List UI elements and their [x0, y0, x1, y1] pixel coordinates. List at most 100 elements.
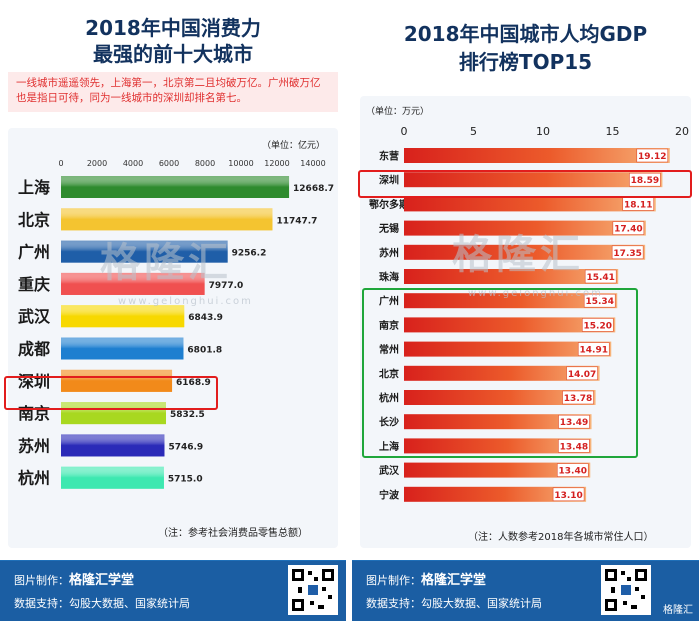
left-category-label: 武汉: [18, 307, 51, 326]
right-note: （注：人数参考2018年各城市常住人口）: [468, 532, 654, 543]
right-watermark: 格隆汇: [452, 232, 584, 278]
right-value-box: [581, 318, 614, 332]
right-value-box: [558, 439, 590, 453]
left-value-label: 5715.0: [168, 475, 203, 485]
right-bar: [404, 365, 600, 381]
right-bar: [404, 486, 587, 502]
left-highlight-shenzhen: [4, 376, 218, 410]
left-note: （注：参考社会消费品零售总额）: [158, 528, 308, 539]
right-title-line2: 排行榜TOP15: [458, 50, 593, 74]
left-x-tick-label: 0: [58, 159, 63, 168]
left-category-label: 苏州: [18, 436, 50, 455]
left-bar-shine: [61, 337, 184, 360]
right-bar: [404, 293, 618, 309]
right-bar: [404, 148, 670, 163]
right-qr-code: [601, 565, 651, 615]
left-bar-shine: [61, 208, 273, 231]
right-bar: [404, 414, 592, 430]
right-category-label: 广州: [379, 295, 399, 308]
left-title-line1: 2018年中国消费力: [85, 16, 261, 40]
right-value-box: [583, 293, 616, 308]
right-category-label: 上海: [379, 440, 399, 453]
right-bar: [404, 220, 646, 236]
left-value-label: 6843.9: [188, 313, 223, 323]
right-watermark-url: www.gelonghui.com: [468, 288, 603, 299]
left-footer-maker-label: 图片制作：: [14, 574, 69, 587]
right-value-box: [611, 245, 644, 260]
right-value-label: 15.41: [586, 273, 614, 283]
left-subtitle: 一线城市遥遥领先，上海第一，北京第二且均破万亿。广州破万亿也是指日可待，同为一线…: [8, 72, 338, 112]
qr-code-icon: [292, 569, 334, 611]
left-value-label: 6801.8: [187, 346, 222, 356]
right-x-tick-label: 0: [401, 125, 408, 138]
left-bar-shine: [61, 369, 173, 392]
right-value-label: 18.59: [631, 176, 659, 186]
right-value-label: 19.12: [638, 152, 666, 162]
right-category-label: 长沙: [379, 416, 399, 429]
right-x-tick-label: 15: [606, 125, 620, 138]
right-corner-mark: 格隆汇: [663, 605, 693, 616]
left-title-line2: 最强的前十大城市: [93, 42, 253, 66]
right-category-label: 杭州: [379, 392, 399, 405]
right-x-tick-label: 20: [675, 125, 689, 138]
right-x-tick-label: 10: [536, 125, 550, 138]
right-chart-svg: 0 5 10 15 20 东营 19.12 深圳 18.59 鄂尔多斯 18.11 无锡 17.40 苏州…: [369, 125, 689, 502]
right-bar: [404, 244, 646, 260]
right-value-box: [558, 414, 590, 429]
left-footer-brand: 格隆汇学堂: [69, 573, 135, 588]
right-value-label: 17.40: [614, 225, 642, 235]
left-bar-shine: [61, 434, 165, 457]
left-category-label: 成都: [18, 340, 50, 359]
right-x-tick-label: 5: [470, 125, 477, 138]
left-footer-source: 数据支持：勾股大数据、国家统计局: [14, 597, 190, 610]
right-value-box: [566, 366, 598, 381]
right-category-label: 珠海: [379, 271, 399, 284]
right-footer: 图片制作：格隆汇学堂 数据支持：勾股大数据、国家统计局 格隆汇: [352, 561, 699, 621]
right-value-label: 13.40: [559, 467, 587, 477]
left-value-label: 5746.9: [168, 442, 203, 452]
left-value-label: 12668.7: [293, 184, 334, 194]
right-bar: [404, 438, 592, 454]
left-x-tick-label: 4000: [123, 159, 143, 168]
left-chart-svg: 0 2000 4000 6000 8000 10000 12000 14000 上海 12668.…: [18, 159, 334, 489]
left-x-tick-label: 6000: [159, 159, 179, 168]
right-panel: 2018年中国城市人均GDP 排行榜TOP15 （单位：万元） 0 5 10 15 20…: [352, 0, 699, 621]
right-category-label: 武汉: [379, 464, 400, 477]
right-value-label: 14.91: [580, 346, 608, 356]
right-bar: [404, 390, 596, 405]
right-category-label: 南京: [379, 319, 399, 332]
left-bar-shine: [61, 305, 185, 328]
right-value-box: [636, 148, 669, 163]
qr-code-icon: [605, 569, 647, 611]
right-category-label: 深圳: [379, 174, 399, 187]
left-unit: （单位：亿元）: [262, 141, 326, 151]
left-value-label: 11747.7: [276, 216, 317, 226]
right-value-label: 15.34: [585, 297, 613, 307]
right-value-label: 13.10: [554, 491, 582, 501]
right-title-line1: 2018年中国城市人均GDP: [403, 22, 648, 46]
left-bar-shine: [61, 176, 290, 198]
left-value-label: 5832.5: [170, 410, 205, 420]
right-bar: [404, 341, 612, 357]
left-footer-maker: 图片制作：格隆汇学堂: [14, 569, 134, 588]
right-value-box: [556, 463, 589, 477]
left-x-tick-label: 8000: [195, 159, 215, 168]
right-bar: [404, 172, 663, 188]
right-value-box: [552, 487, 585, 502]
left-value-label: 7977.0: [209, 281, 244, 291]
right-bar: [404, 317, 616, 333]
right-value-label: 13.78: [564, 394, 592, 404]
left-x-tick-label: 14000: [300, 159, 325, 168]
left-category-label: 重庆: [18, 275, 50, 294]
left-x-tick-label: 12000: [264, 159, 289, 168]
left-bar-shine: [61, 240, 228, 263]
right-value-label: 13.48: [560, 442, 588, 452]
left-footer: 图片制作：格隆汇学堂 数据支持：勾股大数据、国家统计局: [0, 561, 346, 621]
right-value-box: [577, 342, 610, 356]
right-footer-maker-label: 图片制作：: [366, 574, 421, 587]
left-value-label: 9256.2: [232, 249, 267, 259]
right-footer-brand: 格隆汇学堂: [421, 573, 487, 588]
right-value-box: [629, 172, 661, 187]
right-category-label: 北京: [379, 367, 399, 380]
right-value-label: 15.20: [584, 321, 612, 331]
